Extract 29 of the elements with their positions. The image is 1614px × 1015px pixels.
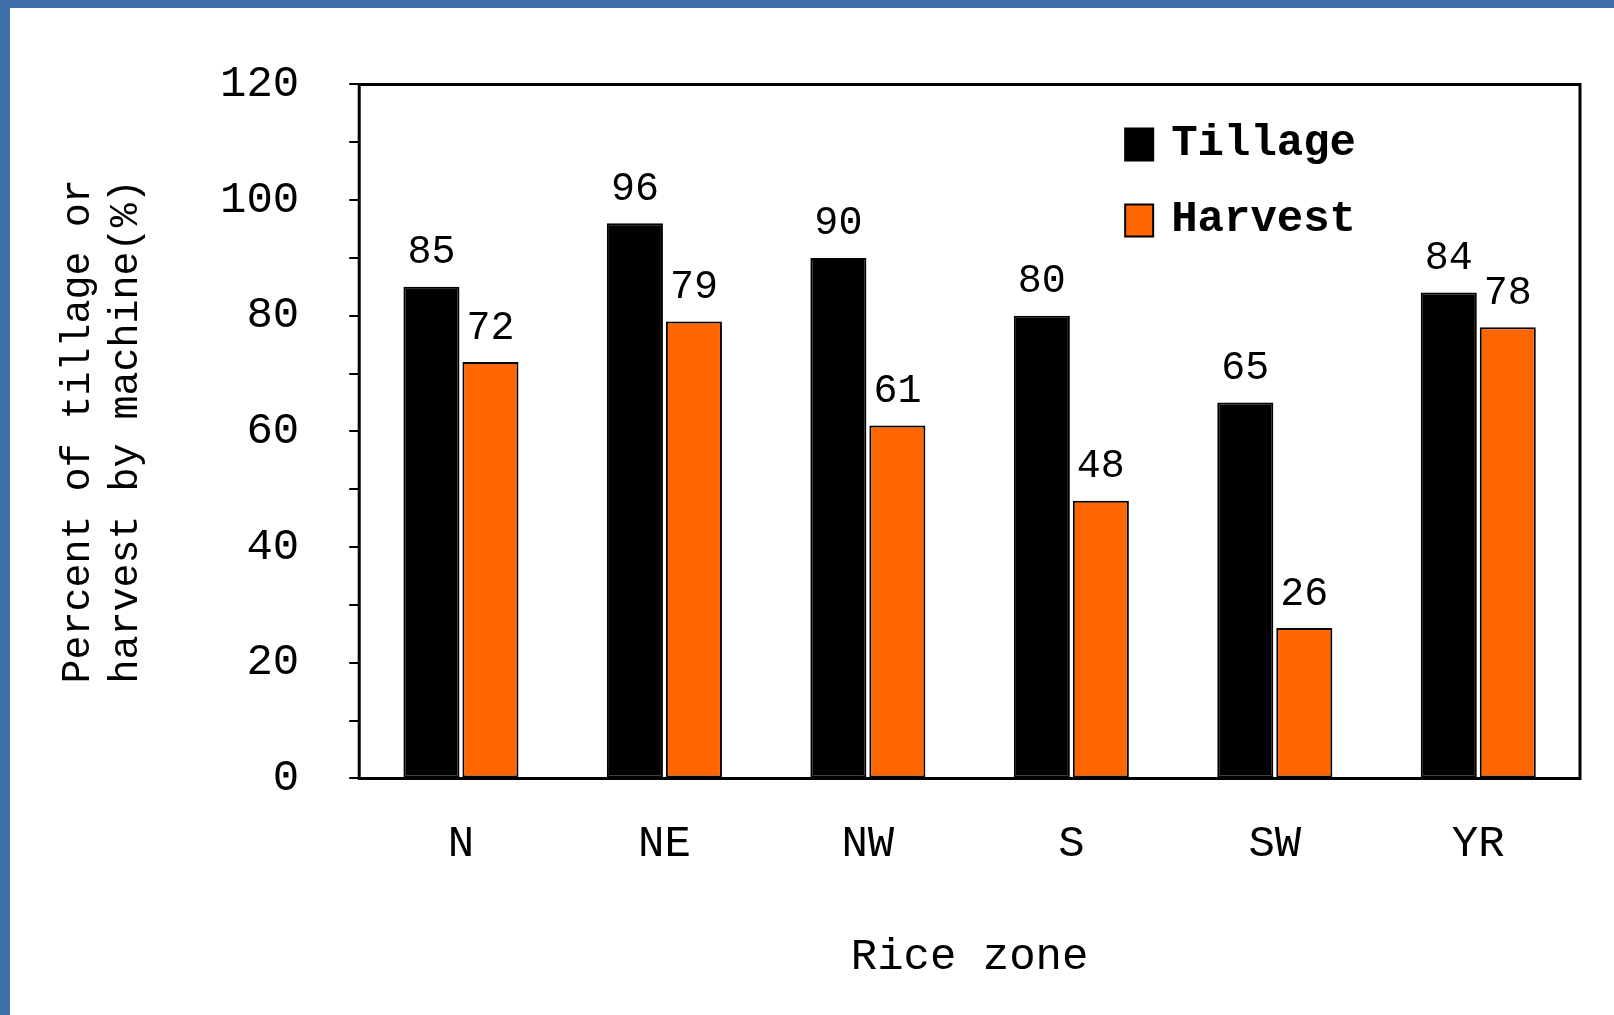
y-axis-title: Percent of tillage or harvest by machine(%) xyxy=(55,179,149,684)
data-label: 79 xyxy=(669,265,718,311)
data-label: 65 xyxy=(1221,346,1270,392)
data-label: 84 xyxy=(1424,236,1473,282)
legend-label: Harvest xyxy=(1171,194,1357,245)
data-label: 90 xyxy=(814,201,863,247)
x-tick-label: YR xyxy=(1451,819,1505,870)
legend-label: Tillage xyxy=(1171,118,1357,169)
y-tick-label: 80 xyxy=(246,290,300,341)
data-label: 26 xyxy=(1280,571,1329,617)
data-label: 48 xyxy=(1076,444,1125,490)
x-tick-label: S xyxy=(1058,819,1085,870)
y-tick-label: 20 xyxy=(246,637,300,688)
x-tick-label: SW xyxy=(1248,819,1302,870)
data-label: 72 xyxy=(466,305,515,351)
data-label: 78 xyxy=(1483,270,1532,316)
data-label: 80 xyxy=(1017,259,1066,305)
data-label: 96 xyxy=(610,166,659,212)
x-axis-title: Rice zone xyxy=(850,932,1089,983)
data-label: 61 xyxy=(873,369,922,415)
x-tick-label: NE xyxy=(638,819,691,870)
data-label: 85 xyxy=(407,230,456,276)
y-tick-label: 60 xyxy=(246,406,300,457)
y-tick-label: 0 xyxy=(272,753,300,804)
y-tick-label: 100 xyxy=(219,174,300,225)
y-tick-label: 40 xyxy=(246,521,300,572)
y-tick-label: 120 xyxy=(219,59,300,110)
x-tick-label: NW xyxy=(841,819,895,870)
x-tick-label: N xyxy=(447,819,475,870)
